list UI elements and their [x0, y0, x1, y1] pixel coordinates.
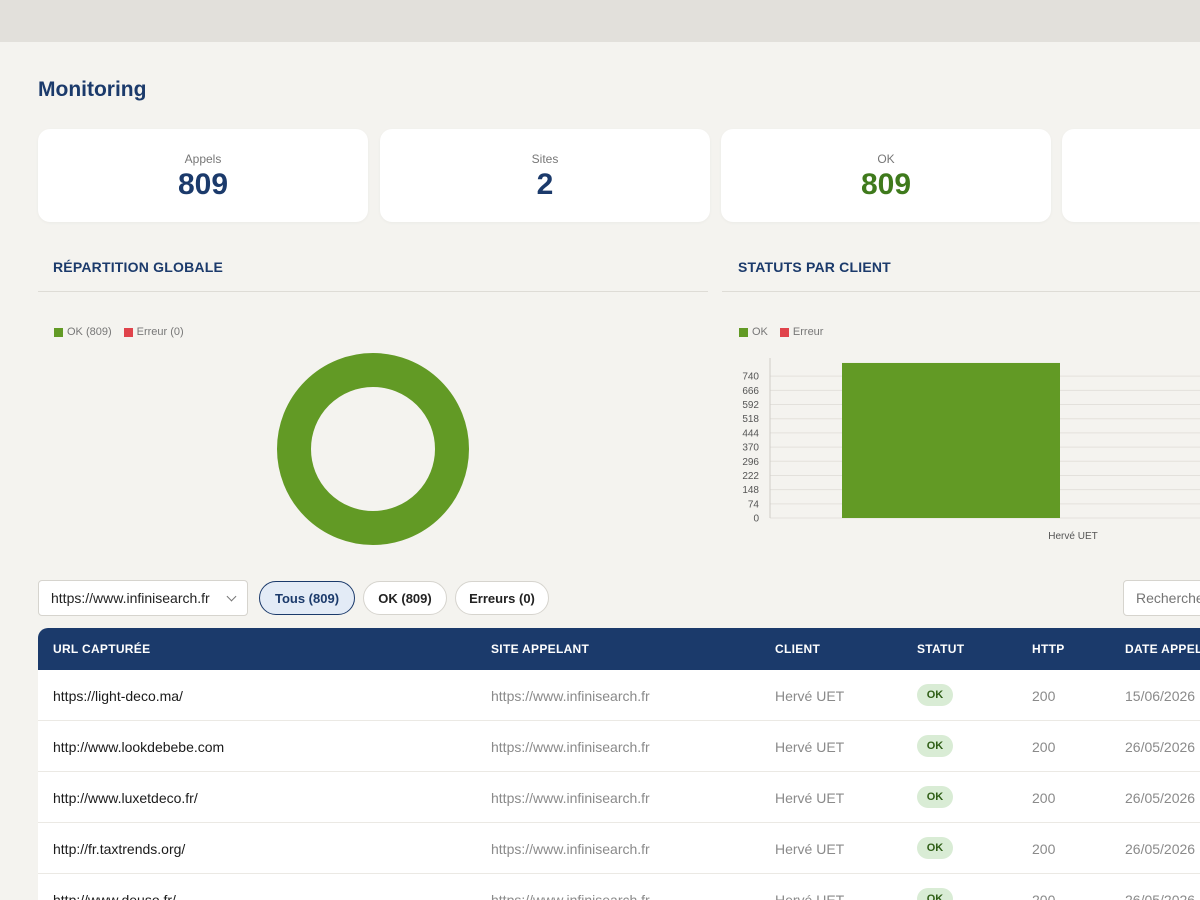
stat-card-ok: OK 809 — [721, 129, 1051, 222]
filter-pill-tous[interactable]: Tous (809) — [259, 581, 355, 615]
chevron-down-icon — [226, 591, 237, 601]
top-bar — [0, 0, 1200, 42]
section-title-statuts: STATUTS PAR CLIENT — [738, 259, 891, 275]
table-row[interactable]: http://www.luxetdeco.fr/ https://www.inf… — [38, 772, 1200, 823]
legend-swatch — [123, 327, 133, 337]
cell-url: http://www.lookdebebe.com — [53, 739, 225, 755]
table-header: URL CAPTURÉE SITE APPELANT CLIENT STATUT… — [38, 628, 1200, 670]
column-header-date[interactable]: DATE APPEL — [1125, 642, 1200, 656]
status-badge: OK — [917, 888, 953, 900]
status-badge: OK — [917, 786, 953, 808]
donut-legend: OK (809) Erreur (0) — [54, 326, 184, 338]
legend-item-ok[interactable]: OK (809) — [54, 326, 112, 338]
x-tick-label: Hervé UET — [1048, 531, 1097, 542]
cell-http: 200 — [1032, 739, 1056, 755]
donut-slice-ok[interactable] — [277, 353, 469, 545]
column-header-http[interactable]: HTTP — [1032, 642, 1065, 656]
page-title: Monitoring — [38, 78, 147, 101]
bar-chart: 0 74 148 222 296 370 444 518 592 666 740 Hervé UET — [742, 358, 1200, 542]
legend-label: Erreur — [792, 326, 824, 338]
cell-site: https://www.infinisearch.fr — [491, 790, 650, 806]
column-header-client[interactable]: CLIENT — [775, 642, 821, 656]
table-row[interactable]: http://www.lookdebebe.com https://www.in… — [38, 721, 1200, 772]
y-tick-label: 222 — [742, 471, 759, 482]
y-tick-label: 370 — [742, 443, 759, 454]
bar-legend: OK Erreur — [739, 326, 823, 338]
stat-card-partial — [1062, 129, 1200, 222]
stat-value: 2 — [536, 168, 554, 201]
cell-client: Hervé UET — [775, 790, 845, 806]
stat-label: OK — [877, 152, 895, 166]
filter-pill-ok[interactable]: OK (809) — [363, 581, 447, 615]
status-badge: OK — [917, 837, 953, 859]
section-divider — [722, 291, 1200, 292]
cell-client: Hervé UET — [775, 739, 845, 755]
section-title-repartition: RÉPARTITION GLOBALE — [53, 259, 223, 275]
column-header-site[interactable]: SITE APPELANT — [491, 642, 590, 656]
site-select[interactable]: https://www.infinisearch.fr — [38, 580, 248, 616]
legend-item-erreur[interactable]: Erreur (0) — [123, 326, 184, 338]
legend-label: OK (809) — [67, 326, 112, 338]
site-select-value: https://www.infinisearch.fr — [51, 590, 210, 606]
cell-http: 200 — [1032, 688, 1056, 704]
table-row[interactable]: http://fr.taxtrends.org/ https://www.inf… — [38, 823, 1200, 874]
cell-date: 26/05/2026 — [1125, 841, 1196, 857]
filter-pill-erreurs[interactable]: Erreurs (0) — [455, 581, 549, 615]
status-badge: OK — [917, 735, 953, 757]
stat-card-appels: Appels 809 — [38, 129, 368, 222]
column-header-statut[interactable]: STATUT — [917, 642, 965, 656]
donut-chart — [277, 353, 469, 545]
legend-swatch — [54, 327, 63, 337]
stat-card-sites: Sites 2 — [380, 129, 710, 222]
y-tick-label: 518 — [742, 414, 759, 425]
status-badge: OK — [917, 684, 953, 706]
stat-label: Appels — [184, 152, 222, 166]
y-tick-label: 444 — [742, 428, 759, 439]
cell-date: 26/05/2026 — [1125, 739, 1196, 755]
search-input[interactable] — [1123, 580, 1200, 616]
stat-value: 809 — [860, 168, 912, 201]
legend-swatch — [779, 327, 789, 337]
cell-client: Hervé UET — [775, 892, 845, 900]
y-tick-label: 296 — [742, 457, 759, 468]
cell-http: 200 — [1032, 892, 1056, 900]
cell-date: 26/05/2026 — [1125, 790, 1196, 806]
legend-label: OK — [752, 326, 768, 338]
cell-http: 200 — [1032, 841, 1056, 857]
y-tick-label: 666 — [742, 386, 759, 397]
cell-http: 200 — [1032, 790, 1056, 806]
y-tick-label: 148 — [742, 485, 759, 496]
legend-item-ok[interactable]: OK — [739, 326, 768, 338]
y-tick-label: 592 — [742, 400, 759, 411]
column-header-url[interactable]: URL CAPTURÉE — [53, 642, 151, 656]
stat-value: 809 — [177, 168, 229, 201]
cell-site: https://www.infinisearch.fr — [491, 739, 650, 755]
table-row[interactable]: https://light-deco.ma/ https://www.infin… — [38, 670, 1200, 721]
legend-item-erreur[interactable]: Erreur — [779, 326, 824, 338]
cell-site: https://www.infinisearch.fr — [491, 892, 650, 900]
cell-date: 15/06/2026 — [1125, 688, 1196, 704]
y-tick-label: 740 — [742, 372, 759, 383]
cell-url: http://www.deuso.fr/ — [53, 892, 176, 900]
section-divider — [38, 291, 708, 292]
legend-swatch — [739, 327, 748, 337]
legend-label: Erreur (0) — [136, 326, 184, 338]
cell-client: Hervé UET — [775, 841, 845, 857]
table-row[interactable]: http://www.deuso.fr/ https://www.infinis… — [38, 874, 1200, 900]
stat-label: Sites — [531, 152, 559, 166]
y-tick-label: 0 — [753, 514, 759, 525]
bar-ok[interactable] — [842, 362, 1060, 518]
cell-url: https://light-deco.ma/ — [53, 688, 183, 704]
cell-url: http://fr.taxtrends.org/ — [53, 841, 186, 857]
cell-site: https://www.infinisearch.fr — [491, 841, 650, 857]
calls-table: URL CAPTURÉE SITE APPELANT CLIENT STATUT… — [38, 628, 1200, 900]
y-tick-label: 74 — [748, 499, 760, 510]
cell-url: http://www.luxetdeco.fr/ — [53, 790, 198, 806]
cell-client: Hervé UET — [775, 688, 845, 704]
cell-site: https://www.infinisearch.fr — [491, 688, 650, 704]
cell-date: 26/05/2026 — [1125, 892, 1196, 900]
